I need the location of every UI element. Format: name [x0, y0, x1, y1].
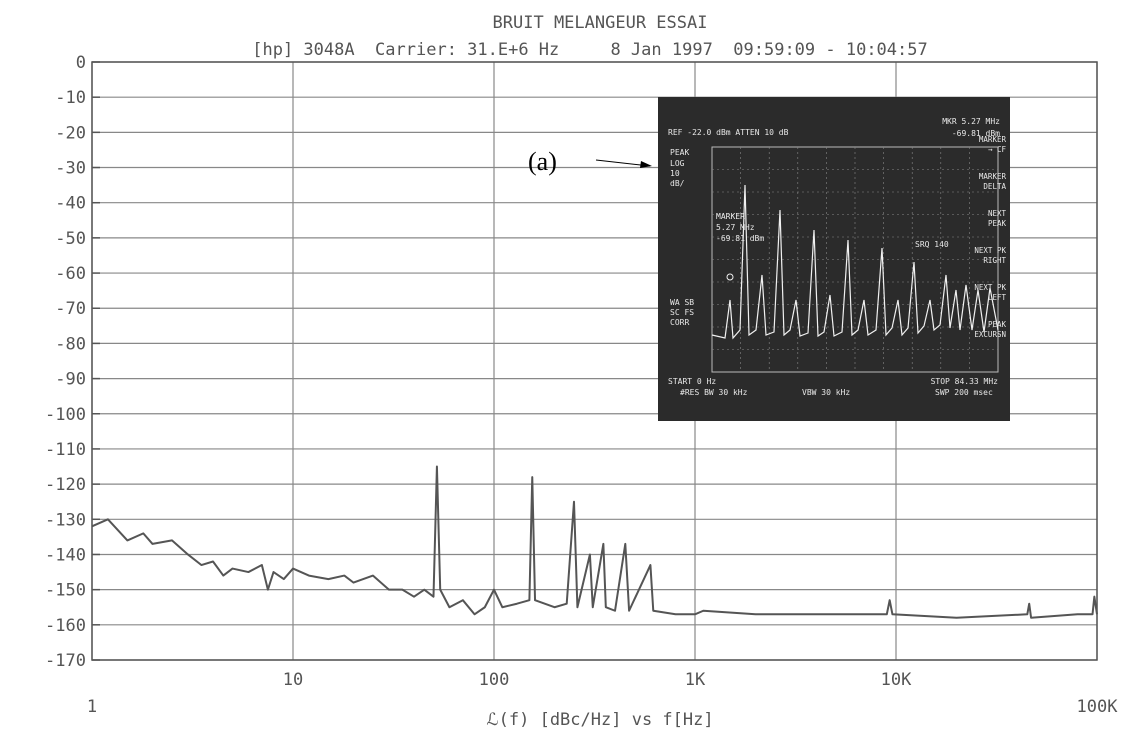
- inset-marker-text: 5.27 MHz: [716, 223, 755, 232]
- y-tick-label: -20: [55, 123, 86, 143]
- y-tick-label: -90: [55, 370, 86, 390]
- inset-marker-text: MARKER: [716, 212, 745, 221]
- inset-srq: SRQ 140: [915, 240, 949, 249]
- inset-photo: REF -22.0 dBm ATTEN 10 dB MKR 5.27 MHz -…: [658, 97, 1010, 421]
- y-tick-label: -50: [55, 229, 86, 249]
- y-tick-label: -100: [45, 405, 86, 425]
- y-tick-label: -80: [55, 334, 86, 354]
- y-tick-label: -130: [45, 510, 86, 530]
- inset-background: [658, 97, 1010, 421]
- inset-mkr-level: -69.81 dBm: [952, 129, 1000, 138]
- inset-softkey: DELTA: [983, 182, 1006, 191]
- y-tick-label: -140: [45, 545, 86, 565]
- inset-softkey: PEAK: [988, 320, 1007, 329]
- x-axis-label: ℒ(f) [dBc/Hz] vs f[Hz]: [486, 710, 713, 730]
- x-tick-label: 10: [283, 670, 303, 690]
- inset-trace: [711, 184, 999, 340]
- inset-mkr: MKR 5.27 MHz: [942, 117, 1000, 126]
- inset-softkey: LEFT: [988, 293, 1007, 302]
- inset-softkey: RIGHT: [983, 256, 1006, 265]
- inset-corr: SC FS: [670, 308, 694, 317]
- inset-ref: REF -22.0 dBm ATTEN 10 dB: [668, 128, 789, 137]
- y-tick-label: -110: [45, 440, 86, 460]
- inset-softkey: PEAK: [988, 219, 1007, 228]
- x-tick-label: 100K: [1077, 697, 1119, 717]
- x-tick-label: 1: [87, 697, 97, 717]
- inset-stop: STOP 84.33 MHz: [931, 377, 999, 386]
- inset-softkey: NEXT PK: [974, 246, 1006, 255]
- y-tick-label: -160: [45, 616, 86, 636]
- inset-scale: 10: [670, 169, 680, 178]
- x-tick-label: 1K: [685, 670, 706, 690]
- y-tick-label: -10: [55, 88, 86, 108]
- y-tick-label: 0: [76, 53, 86, 73]
- chart-title: BRUIT MELANGEUR ESSAI: [493, 13, 708, 33]
- inset-softkey: EXCURSN: [974, 330, 1006, 339]
- chart-subtitle: [hp] 3048A Carrier: 31.E+6 Hz 8 Jan 1997…: [252, 40, 928, 60]
- inset-corr: WA SB: [670, 298, 694, 307]
- inset-swp: SWP 200 msec: [935, 388, 993, 397]
- inset-corr: CORR: [670, 318, 689, 327]
- inset-scale: LOG: [670, 159, 685, 168]
- inset-softkey: NEXT PK: [974, 283, 1006, 292]
- y-tick-label: -30: [55, 159, 86, 179]
- data-line: [91, 465, 1098, 619]
- y-tick-label: -60: [55, 264, 86, 284]
- plot-frame: [91, 61, 1098, 661]
- inset-scale: dB/: [670, 179, 685, 188]
- y-tick-label: -70: [55, 299, 86, 319]
- inset-scale: PEAK: [670, 148, 689, 157]
- y-tick-label: -40: [55, 194, 86, 214]
- inset-marker: [726, 273, 734, 281]
- inset-vbw: VBW 30 kHz: [802, 388, 850, 397]
- inset-softkey: MARKER: [979, 172, 1007, 181]
- inset-res-bw: #RES BW 30 kHz: [680, 388, 748, 397]
- y-tick-label: -150: [45, 581, 86, 601]
- y-tick-label: -120: [45, 475, 86, 495]
- x-tick-label: 10K: [881, 670, 912, 690]
- x-tick-label: 100: [479, 670, 510, 690]
- inset-softkey: NEXT: [988, 209, 1007, 218]
- annotation-arrowhead: [640, 161, 652, 168]
- inset-annotation: (a): [528, 147, 557, 176]
- inset-softkey: → CF: [988, 145, 1007, 154]
- inset-softkey: MARKER: [979, 135, 1007, 144]
- inset-start: START 0 Hz: [668, 377, 716, 386]
- inset-marker-text: -69.81 dBm: [716, 234, 764, 243]
- y-tick-label: -170: [45, 651, 86, 671]
